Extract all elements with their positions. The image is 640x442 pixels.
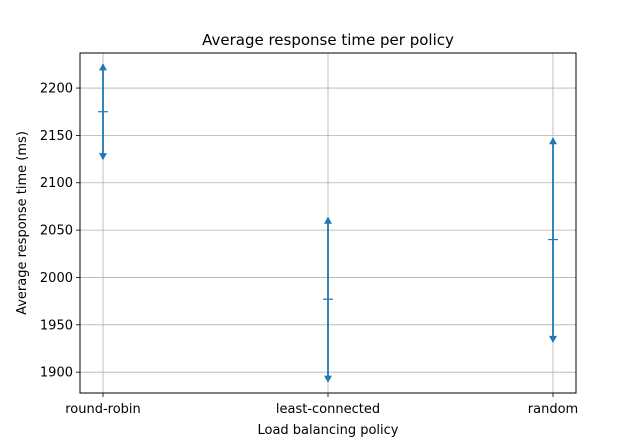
upper-limit-marker [99,63,107,71]
lower-limit-marker [324,375,332,383]
y-tick-label: 2100 [40,176,73,191]
y-tick-label: 2050 [40,224,73,239]
upper-limit-marker [324,216,332,224]
y-tick-label: 2000 [40,271,73,286]
y-tick-label: 2200 [40,82,73,97]
x-tick-label: random [528,402,578,417]
x-tick-label: round-robin [65,402,141,417]
lower-limit-marker [99,153,107,161]
data-series [98,63,558,383]
y-tick-label: 2150 [40,129,73,144]
upper-limit-marker [549,137,557,145]
chart-title: Average response time per policy [202,31,454,49]
y-tick-label: 1950 [40,318,73,333]
axis-ticks: 1900 1950 2000 2050 2100 2150 2200 round-robin l… [40,82,578,417]
y-tick-label: 1900 [40,366,73,381]
lower-limit-marker [549,335,557,343]
x-tick-label: least-connected [276,402,380,417]
x-axis-label: Load balancing policy [257,423,398,438]
y-axis-label: Average response time (ms) [15,131,30,315]
